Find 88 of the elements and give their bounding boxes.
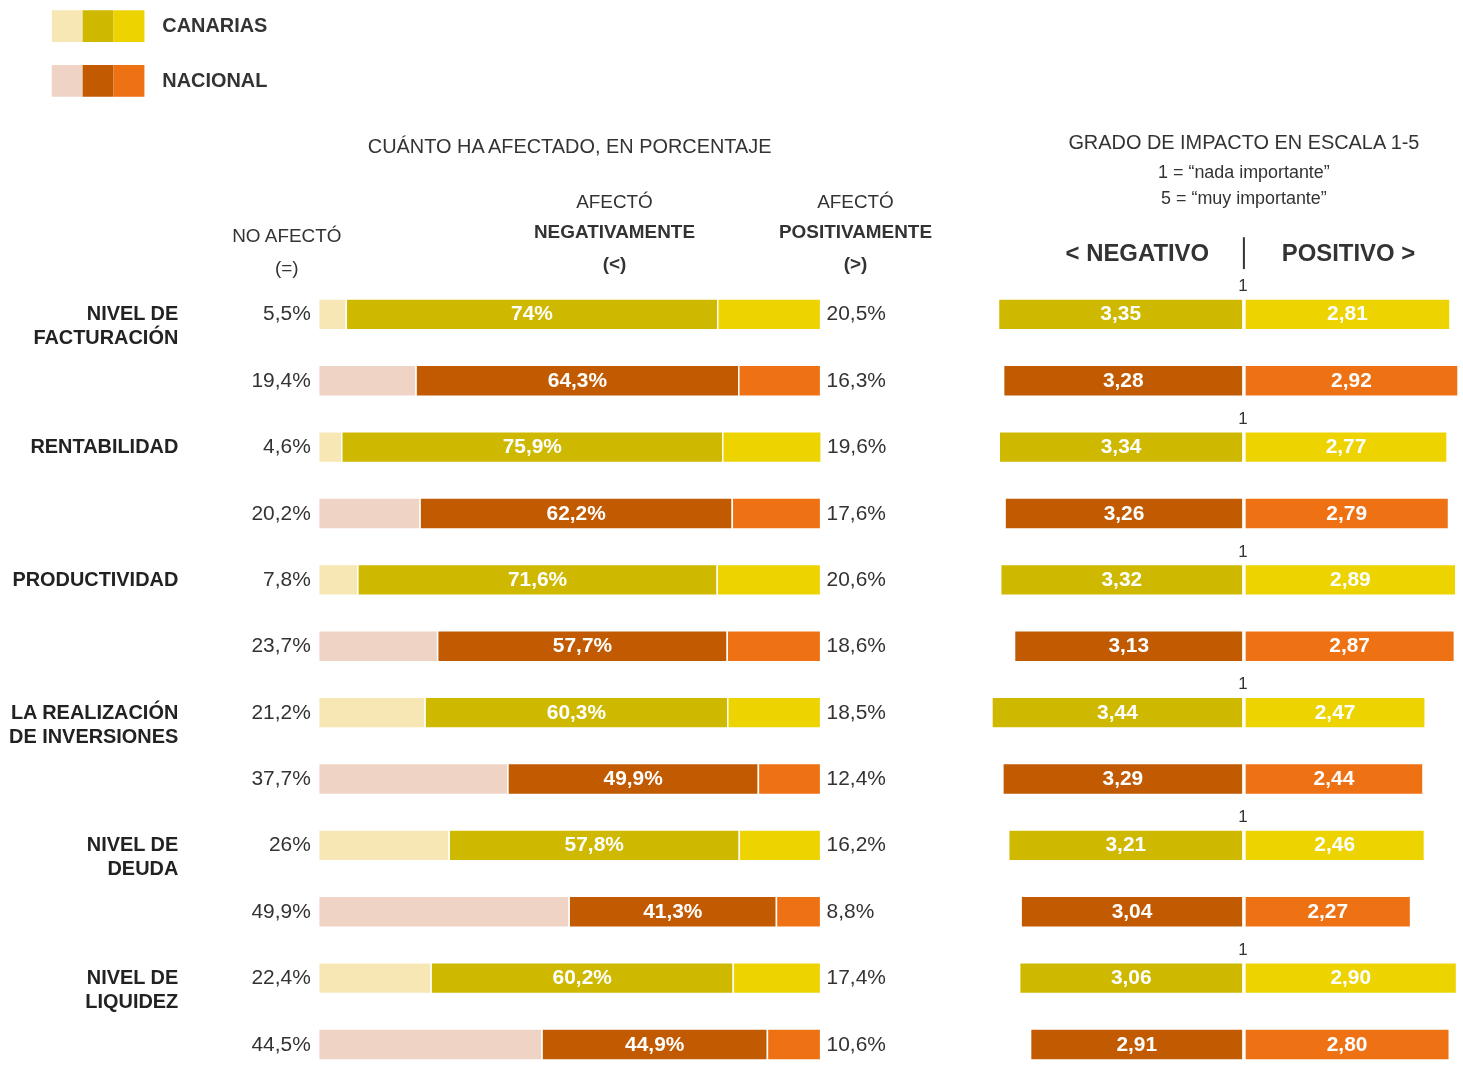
data-label: 20,6% — [826, 566, 886, 590]
data-label: 19,6% — [827, 434, 887, 458]
data-label: 12,4% — [826, 766, 886, 790]
text: 5 = “muy importante” — [1161, 188, 1327, 209]
data-label: 17,6% — [826, 500, 886, 524]
data-label: 57,7% — [552, 633, 613, 657]
data-label: 57,8% — [564, 832, 625, 856]
data-label: 2,91 — [1116, 1031, 1158, 1055]
y-tick-label: NIVEL DE LIQUIDEZ — [85, 966, 179, 1013]
data-label: 60,2% — [552, 965, 613, 989]
data-label: 2,92 — [1331, 367, 1372, 391]
data-label: 3,04 — [1111, 898, 1153, 922]
data-label: 2,87 — [1329, 633, 1370, 657]
data-label: 2,44 — [1313, 766, 1355, 790]
text: POSITIVO > — [1281, 239, 1416, 267]
data-label: 44,9% — [625, 1031, 685, 1055]
data-label: 17,4% — [826, 965, 886, 989]
y-tick-label: PRODUCTIVIDAD — [12, 567, 179, 590]
data-label: 2,80 — [1326, 1031, 1368, 1055]
data-label: 3,32 — [1101, 566, 1143, 590]
data-label: 44,5% — [251, 1031, 311, 1055]
y-tick-label: NIVEL DE FACTURACIÓN — [33, 302, 179, 349]
chart-title: GRADO DE IMPACTO EN ESCALA 1-5 — [1068, 130, 1420, 153]
annotation: 1 — [1238, 408, 1248, 428]
data-label: 3,29 — [1102, 766, 1144, 790]
data-label: 3,28 — [1102, 367, 1144, 391]
data-label: 2,81 — [1327, 301, 1369, 325]
data-label: 18,6% — [826, 633, 886, 657]
data-label: 62,2% — [546, 500, 607, 524]
text: POSITIVAMENTE — [778, 221, 932, 243]
chart-title: CUÁNTO HA AFECTADO, EN PORCENTAJE — [367, 134, 772, 157]
annotation: 1 — [1238, 939, 1248, 959]
data-label: 16,3% — [826, 367, 886, 391]
data-label: 60,3% — [546, 699, 607, 723]
text: (=) — [275, 257, 299, 279]
data-label: 49,9% — [251, 898, 311, 922]
data-label: 2,27 — [1307, 898, 1349, 922]
data-label: 2,89 — [1330, 566, 1371, 590]
data-label: 7,8% — [263, 566, 311, 590]
data-label: 23,7% — [251, 633, 311, 657]
data-label: 21,2% — [251, 699, 311, 723]
data-label: 3,35 — [1100, 301, 1142, 325]
text: NEGATIVAMENTE — [533, 221, 696, 243]
data-label: 16,2% — [826, 832, 886, 856]
data-label: 19,4% — [251, 367, 311, 391]
text: NO AFECTÓ — [232, 225, 342, 247]
data-label: 22,4% — [251, 965, 311, 989]
data-label: 2,90 — [1330, 965, 1372, 989]
data-label: 8,8% — [826, 898, 875, 922]
data-label: 2,77 — [1325, 434, 1367, 458]
text: (>) — [843, 253, 868, 275]
text: < NEGATIVO — [1065, 239, 1210, 267]
data-label: 3,13 — [1108, 633, 1150, 657]
data-label: 49,9% — [603, 766, 664, 790]
text: AFECTÓ — [576, 191, 653, 213]
data-label: 5,5% — [263, 301, 311, 325]
data-label: 71,6% — [507, 566, 568, 590]
legend-label: CANARIAS — [162, 14, 268, 37]
annotation: 1 — [1238, 674, 1248, 694]
y-tick-label: NIVEL DE DEUDA — [86, 833, 179, 880]
data-label: 64,3% — [547, 367, 608, 391]
data-label: 74% — [511, 301, 554, 325]
y-tick-label: LA REALIZACIÓN DE INVERSIONES — [9, 699, 179, 747]
annotation: 1 — [1238, 275, 1248, 295]
data-label: 2,47 — [1314, 699, 1356, 723]
text: (<) — [602, 253, 627, 275]
data-label: 2,79 — [1326, 500, 1368, 524]
data-label: 41,3% — [643, 898, 703, 922]
data-label: 75,9% — [502, 434, 563, 458]
data-label: 3,44 — [1097, 699, 1139, 723]
annotation: 1 — [1238, 541, 1248, 561]
data-label: 18,5% — [826, 699, 886, 723]
data-label: 4,6% — [263, 434, 311, 458]
data-label: 2,46 — [1314, 832, 1356, 856]
data-label: 3,26 — [1103, 500, 1145, 524]
data-label: 26% — [268, 832, 311, 856]
data-label: 3,21 — [1105, 832, 1147, 856]
data-label: 20,2% — [251, 500, 311, 524]
annotation: 1 — [1238, 807, 1248, 827]
data-label: 10,6% — [826, 1031, 886, 1055]
data-label: 3,06 — [1110, 965, 1152, 989]
data-label: 37,7% — [251, 766, 311, 790]
y-tick-label: RENTABILIDAD — [30, 435, 179, 458]
legend-label: NACIONAL — [162, 68, 268, 91]
data-label: 20,5% — [826, 301, 886, 325]
text: 1 = “nada importante” — [1158, 162, 1330, 183]
data-label: 3,34 — [1100, 434, 1142, 458]
text: AFECTÓ — [817, 191, 894, 213]
